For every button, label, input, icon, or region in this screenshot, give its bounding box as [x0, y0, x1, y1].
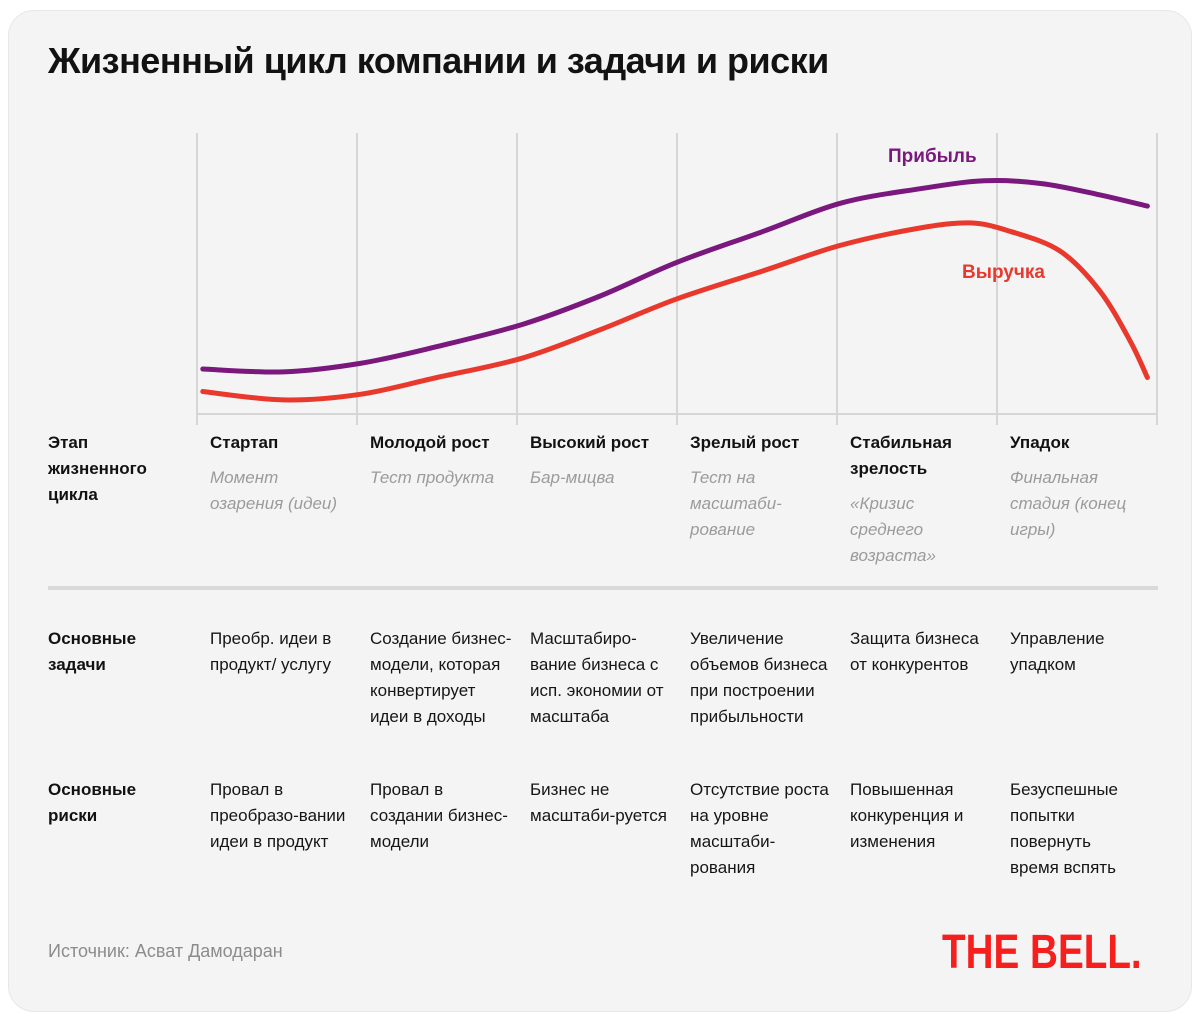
risk-cell: Повышенная конкуренция и изменения — [850, 780, 964, 851]
section-divider — [48, 586, 1158, 590]
task-cell: Управление упадком — [1010, 629, 1105, 674]
risk-cell: Бизнес не масштаби-руется — [530, 780, 667, 825]
stage-subtitle: Момент озарения (идеи) — [210, 468, 338, 513]
risk-cell: Безуспешные попытки повернуть время вспя… — [1010, 780, 1119, 877]
stage-subtitle: Тест на масштаби-рование — [690, 468, 782, 539]
stage-cell: Зрелый рост Тест на масштаби-рование — [690, 430, 850, 569]
tasks-row-header: Основные задачи — [48, 629, 137, 674]
stage-subtitle: «Кризис среднего возраста» — [850, 494, 936, 565]
stage-cell: Высокий рост Бар-мицва — [530, 430, 690, 569]
task-cell: Защита бизнеса от конкурентов — [850, 629, 979, 674]
infographic-card — [8, 10, 1192, 1012]
stage-row-header: Этап жизненного цикла — [48, 433, 147, 504]
risk-cell: Провал в преобразо-вании идеи в продукт — [210, 780, 346, 851]
stage-name: Зрелый рост — [690, 433, 800, 452]
stage-subtitle: Финальная стадия (конец игры) — [1010, 468, 1127, 539]
source-credit: Источник: Асват Дамодаран — [48, 941, 283, 961]
stage-cell: Стартап Момент озарения (идеи) — [210, 430, 370, 569]
stage-cell: Упадок Финальная стадия (конец игры) — [1010, 430, 1160, 569]
stage-subtitle: Тест продукта — [370, 468, 495, 487]
revenue-curve-label: Выручка — [962, 262, 1045, 283]
tasks-row: Основные задачи Преобр. идеи в продукт/ … — [48, 626, 1160, 730]
stage-cell: Молодой рост Тест продукта — [370, 430, 530, 569]
risks-row-header: Основные риски — [48, 780, 137, 825]
stage-name: Стартап — [210, 433, 279, 452]
the-bell-logo: THE BELL. — [942, 923, 1142, 979]
task-cell: Увеличение объемов бизнеса при построени… — [690, 629, 828, 726]
stage-name: Высокий рост — [530, 433, 650, 452]
stage-name: Стабильная зрелость — [850, 433, 952, 478]
stage-name: Молодой рост — [370, 433, 490, 452]
stage-row: Этап жизненного цикла Стартап Момент оза… — [48, 430, 1160, 569]
risk-cell: Провал в создании бизнес-модели — [370, 780, 508, 851]
risk-cell: Отсутствие роста на уровне масштаби-рова… — [690, 780, 829, 877]
stage-cell: Стабильная зрелость «Кризис среднего воз… — [850, 430, 1010, 569]
task-cell: Создание бизнес-модели, которая конверти… — [370, 629, 512, 726]
risks-row: Основные риски Провал в преобразо-вании … — [48, 777, 1160, 881]
profit-curve-label: Прибыль — [888, 146, 977, 167]
task-cell: Преобр. идеи в продукт/ услугу — [210, 629, 332, 674]
page-title: Жизненный цикл компании и задачи и риски — [48, 40, 829, 81]
stage-subtitle: Бар-мицва — [530, 468, 615, 487]
task-cell: Масштабиро-вание бизнеса с исп. экономии… — [530, 629, 664, 726]
stage-name: Упадок — [1010, 433, 1070, 452]
